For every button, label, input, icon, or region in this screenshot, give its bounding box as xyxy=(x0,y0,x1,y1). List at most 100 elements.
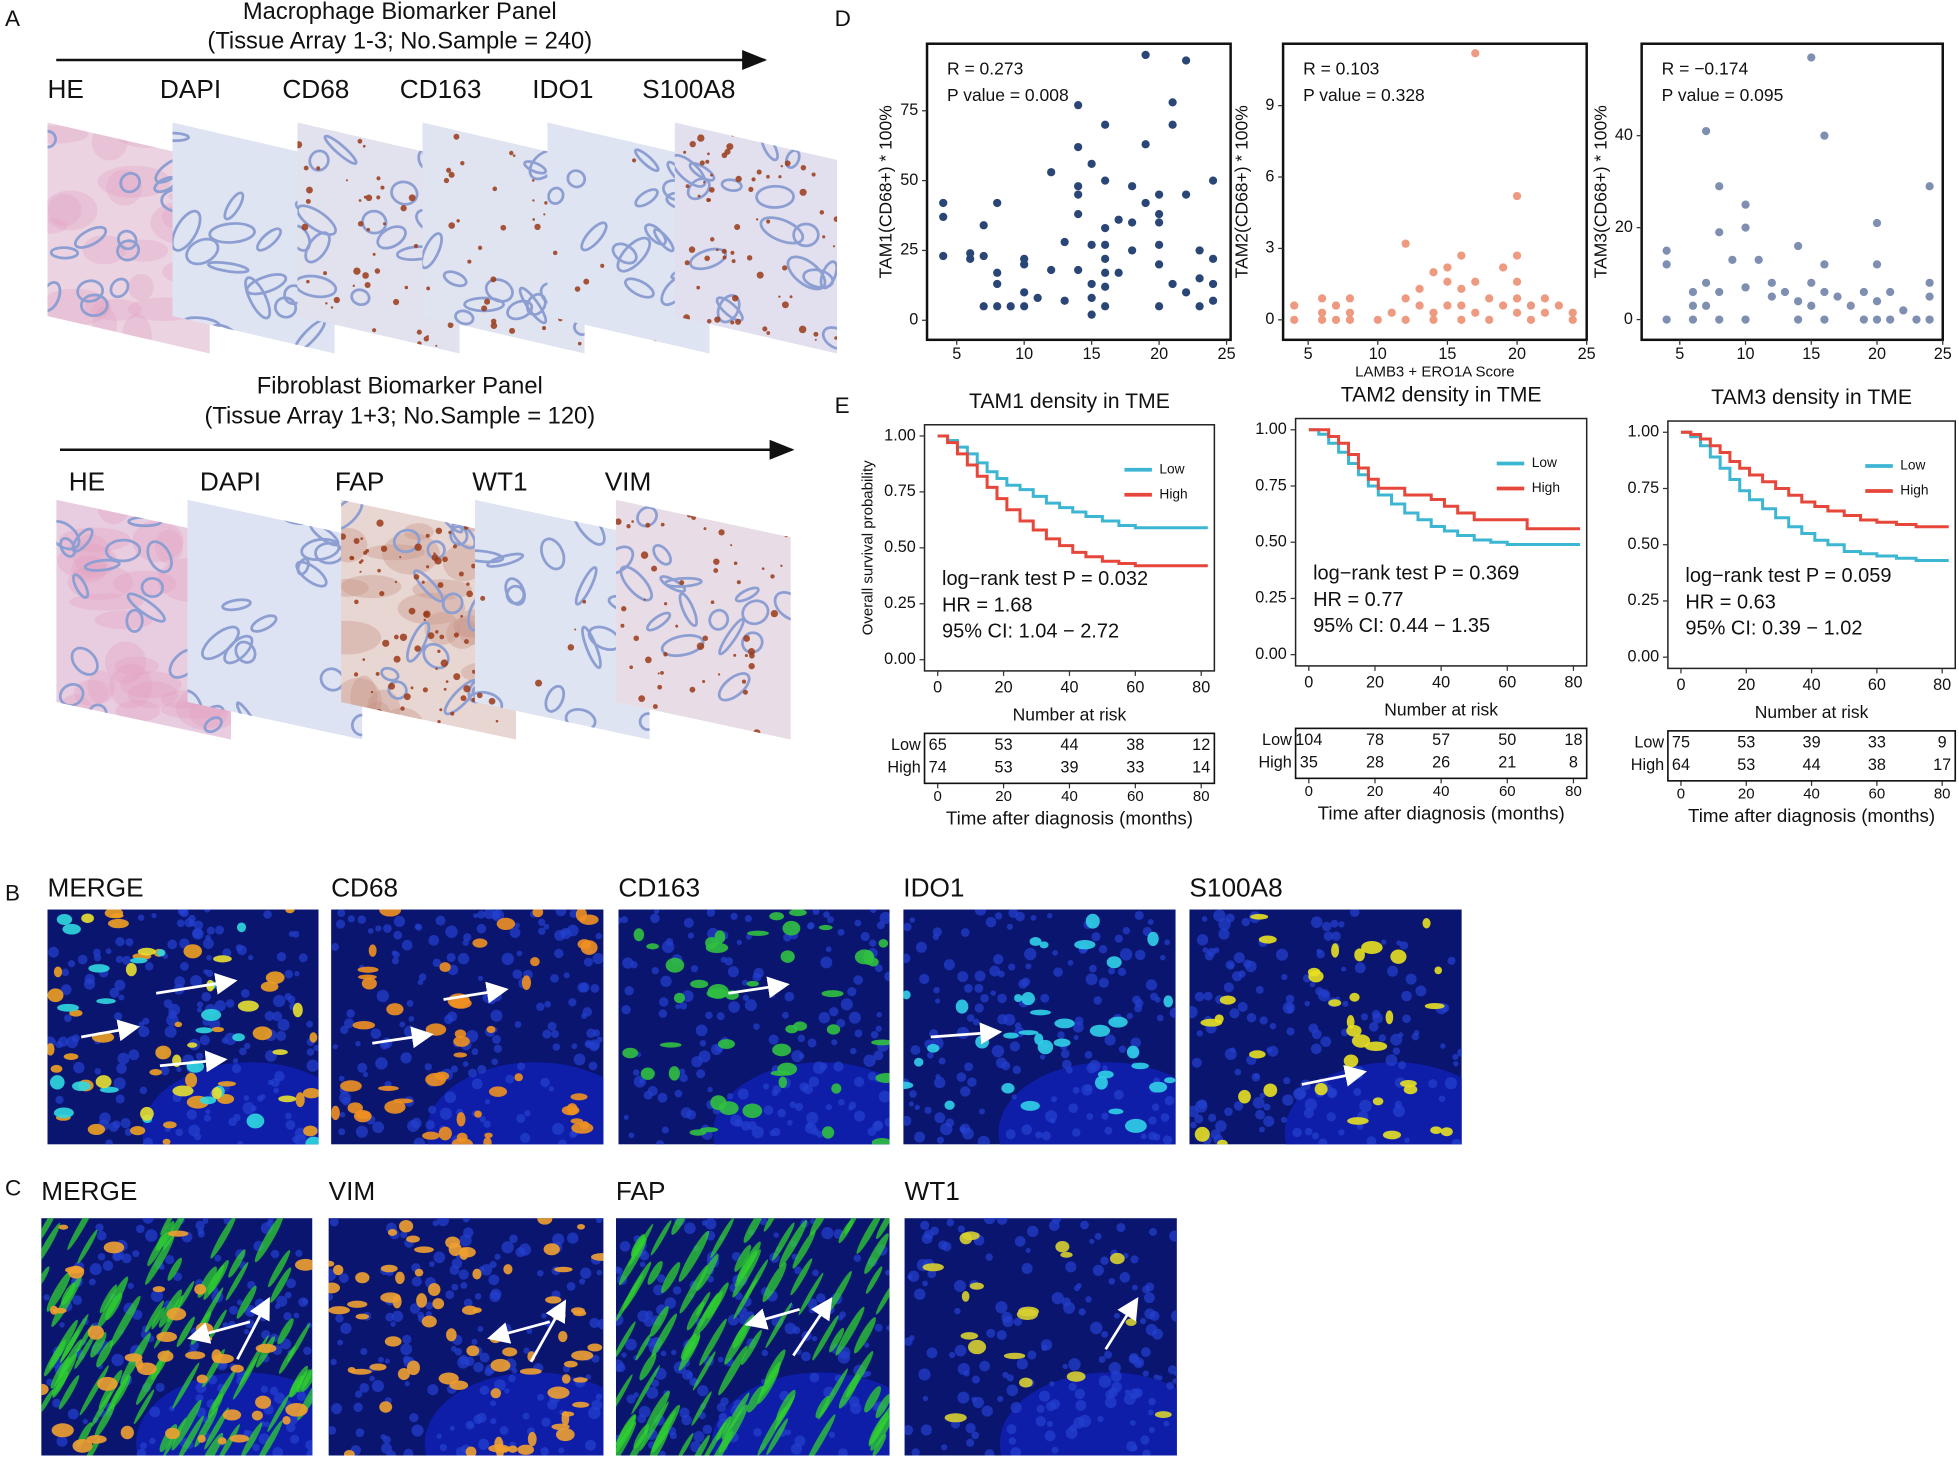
arrow xyxy=(443,981,509,1004)
point xyxy=(1345,315,1355,324)
arrow xyxy=(1104,1297,1139,1351)
risk-table-frame xyxy=(923,732,1216,785)
point xyxy=(1074,182,1083,191)
annotation: P value = 0.328 xyxy=(1303,85,1425,105)
survival-curve xyxy=(1308,428,1581,546)
risk-title: Number at risk xyxy=(1384,700,1498,720)
risk-count: 104 xyxy=(1295,731,1322,749)
x-tick-label: 80 xyxy=(1192,679,1210,697)
x-tick-label: 20 xyxy=(1738,786,1755,803)
x-tick-label: 0 xyxy=(933,679,942,697)
point xyxy=(1925,292,1934,301)
risk-table-frame xyxy=(1294,727,1588,780)
point xyxy=(1074,101,1083,110)
tissue-image xyxy=(674,122,838,354)
point xyxy=(1020,302,1029,311)
point xyxy=(1331,301,1341,310)
x-tick-label: 25 xyxy=(1218,345,1236,363)
point xyxy=(1127,246,1137,255)
x-tick-label: 20 xyxy=(995,679,1013,697)
risk-count: 65 xyxy=(929,736,947,754)
stain-label: CD163 xyxy=(400,74,482,104)
point xyxy=(1662,260,1671,269)
point xyxy=(1754,255,1763,264)
stain-label: CD68 xyxy=(282,74,349,104)
x-tick-label: 80 xyxy=(1934,786,1951,803)
x-tick-label: 15 xyxy=(1083,345,1101,363)
point xyxy=(939,212,948,222)
point xyxy=(1181,190,1191,199)
legend-label: Low xyxy=(1532,455,1557,470)
point xyxy=(1415,301,1424,310)
point xyxy=(1701,126,1711,136)
point xyxy=(1512,277,1522,286)
point xyxy=(1554,301,1563,310)
point xyxy=(1101,240,1110,249)
point xyxy=(1526,315,1536,324)
point xyxy=(1457,251,1466,260)
x-tick-label: 60 xyxy=(1868,676,1886,694)
point xyxy=(1662,315,1671,324)
risk-row-label: High xyxy=(1631,756,1664,774)
point xyxy=(993,268,1002,277)
survival-curve xyxy=(937,434,1208,530)
arrow xyxy=(744,1308,800,1330)
y-tick-label: 6 xyxy=(1265,167,1274,185)
x-tick-label: 60 xyxy=(1499,783,1516,800)
plot-frame xyxy=(1281,42,1588,342)
point xyxy=(1807,53,1816,62)
point xyxy=(1457,301,1466,310)
stain-label: VIM xyxy=(329,1176,376,1206)
point xyxy=(1688,315,1698,324)
y-tick-label: 40 xyxy=(1615,126,1633,144)
risk-row-label: Low xyxy=(1262,731,1292,749)
point xyxy=(1101,176,1110,185)
point xyxy=(1047,265,1056,275)
fluorescence-image xyxy=(328,1218,604,1456)
point xyxy=(1767,292,1776,301)
point xyxy=(1373,315,1382,324)
x-tick-label: 0 xyxy=(1677,786,1685,803)
point xyxy=(1087,279,1096,289)
point xyxy=(1154,210,1164,219)
point xyxy=(1859,315,1868,324)
point xyxy=(1688,301,1698,310)
point xyxy=(1168,98,1177,107)
stain-label: IDO1 xyxy=(903,872,964,902)
arrow xyxy=(236,1296,270,1360)
tissue-image xyxy=(615,499,791,740)
point xyxy=(1512,294,1522,303)
point xyxy=(1181,56,1191,65)
y-tick-label: 3 xyxy=(1265,239,1274,257)
x-tick-label: 60 xyxy=(1869,786,1886,803)
point xyxy=(1006,302,1015,311)
stain-label: DAPI xyxy=(160,74,221,104)
point xyxy=(1820,260,1829,269)
point xyxy=(1512,308,1522,317)
risk-count: 78 xyxy=(1366,731,1384,749)
x-tick-label: 40 xyxy=(1061,788,1078,805)
point xyxy=(1345,294,1355,303)
y-tick-label: 9 xyxy=(1265,96,1274,114)
x-tick-label: 60 xyxy=(1127,788,1144,805)
annotation: P value = 0.008 xyxy=(947,85,1069,105)
point xyxy=(1872,297,1882,306)
fluorescence-image xyxy=(903,909,1176,1145)
point xyxy=(1794,315,1803,324)
legend-label: High xyxy=(1532,480,1560,495)
tissue-image xyxy=(172,122,335,354)
point xyxy=(1820,131,1829,140)
annotation: 95% CI: 0.44 − 1.35 xyxy=(1313,615,1490,637)
x-tick-label: 15 xyxy=(1438,345,1456,363)
annotation: R = −0.174 xyxy=(1662,59,1749,79)
point xyxy=(1859,287,1868,297)
point xyxy=(1127,182,1137,191)
point xyxy=(1741,315,1750,324)
point xyxy=(1485,294,1494,303)
annotation: R = 0.103 xyxy=(1303,59,1379,79)
y-tick-label: 25 xyxy=(900,241,918,259)
x-tick-label: 60 xyxy=(1126,679,1144,697)
point xyxy=(1154,218,1164,227)
point xyxy=(1101,302,1110,311)
point xyxy=(1033,293,1042,303)
